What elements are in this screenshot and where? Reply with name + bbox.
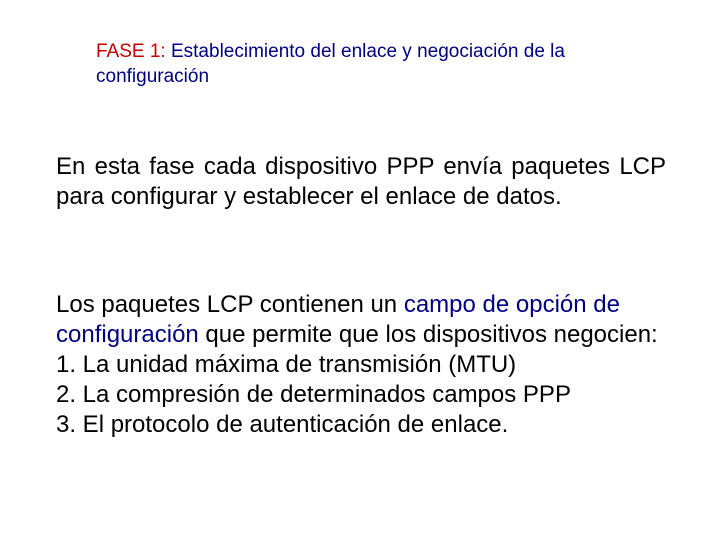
paragraph-1: En esta fase cada dispositivo PPP envía … (56, 152, 666, 212)
list-item-2: 2. La compresión de determinados campos … (56, 381, 571, 408)
slide-heading: FASE 1: Establecimiento del enlace y neg… (96, 40, 596, 89)
list-item-3: 3. El protocolo de autenticación de enla… (56, 411, 508, 438)
list-item-1: 1. La unidad máxima de transmisión (MTU) (56, 351, 516, 378)
para2-prefix: Los paquetes LCP contienen un (56, 291, 404, 318)
heading-rest: Establecimiento del enlace y negociación… (96, 41, 565, 87)
slide: FASE 1: Establecimiento del enlace y neg… (0, 0, 720, 540)
heading-phase: FASE 1: (96, 41, 166, 62)
para2-suffix: que permite que los dispositivos negocie… (199, 321, 658, 348)
paragraph-2: Los paquetes LCP contienen un campo de o… (56, 290, 666, 440)
